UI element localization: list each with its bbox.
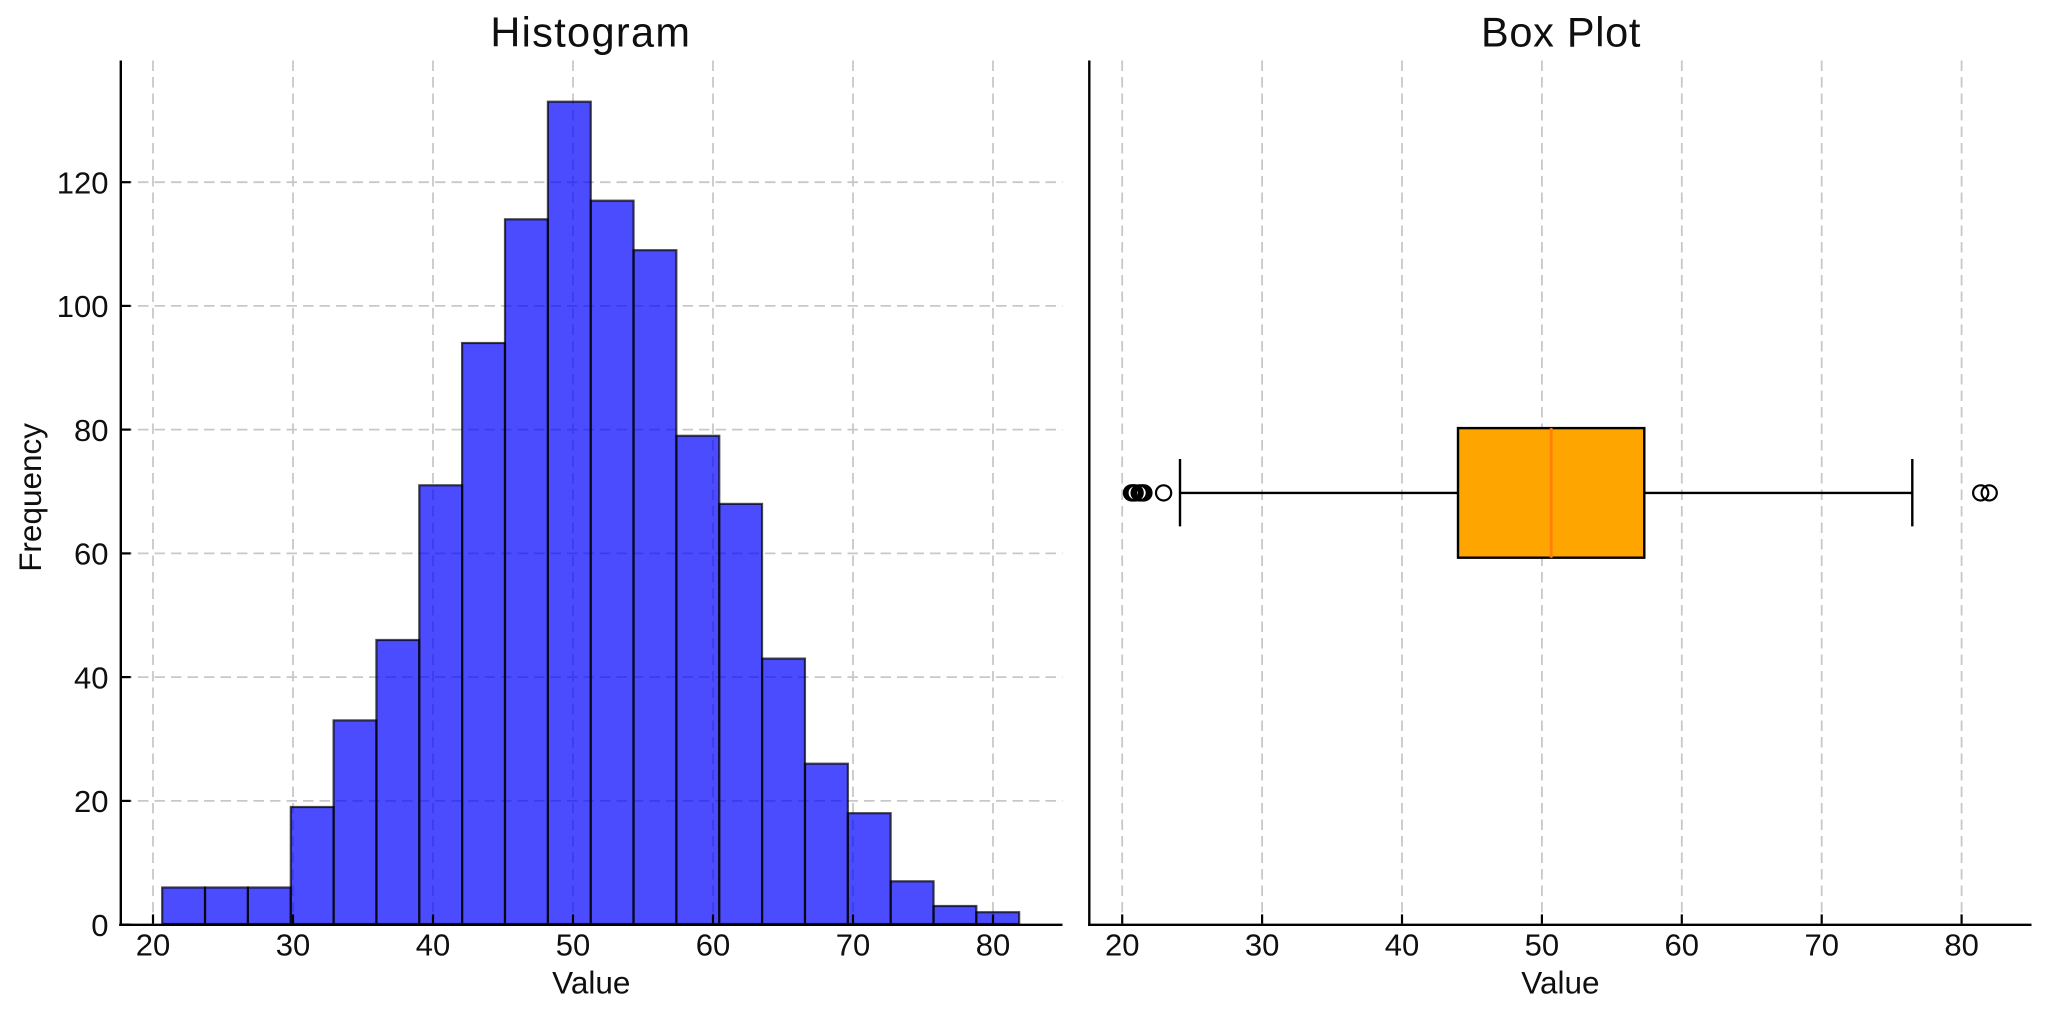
svg-text:20: 20 [136, 927, 170, 962]
svg-text:60: 60 [1665, 927, 1699, 962]
svg-text:60: 60 [696, 927, 730, 962]
svg-text:120: 120 [57, 165, 109, 200]
svg-text:100: 100 [57, 289, 109, 324]
svg-text:20: 20 [74, 784, 108, 819]
svg-text:80: 80 [1944, 927, 1978, 962]
svg-text:20: 20 [1105, 927, 1139, 962]
svg-text:40: 40 [1385, 927, 1419, 962]
svg-text:30: 30 [1245, 927, 1279, 962]
svg-text:80: 80 [976, 927, 1010, 962]
svg-text:50: 50 [1525, 927, 1559, 962]
svg-text:70: 70 [836, 927, 870, 962]
svg-text:70: 70 [1804, 927, 1838, 962]
svg-text:50: 50 [556, 927, 590, 962]
svg-text:Value: Value [1521, 964, 1599, 1000]
svg-text:80: 80 [74, 413, 108, 448]
svg-text:60: 60 [74, 537, 108, 572]
svg-text:Box Plot: Box Plot [1481, 9, 1641, 56]
svg-text:0: 0 [91, 908, 108, 943]
svg-text:40: 40 [74, 660, 108, 695]
svg-text:Histogram: Histogram [490, 9, 691, 56]
svg-text:Frequency: Frequency [12, 423, 48, 572]
svg-text:30: 30 [276, 927, 310, 962]
svg-text:40: 40 [416, 927, 450, 962]
svg-text:Value: Value [552, 964, 630, 1000]
